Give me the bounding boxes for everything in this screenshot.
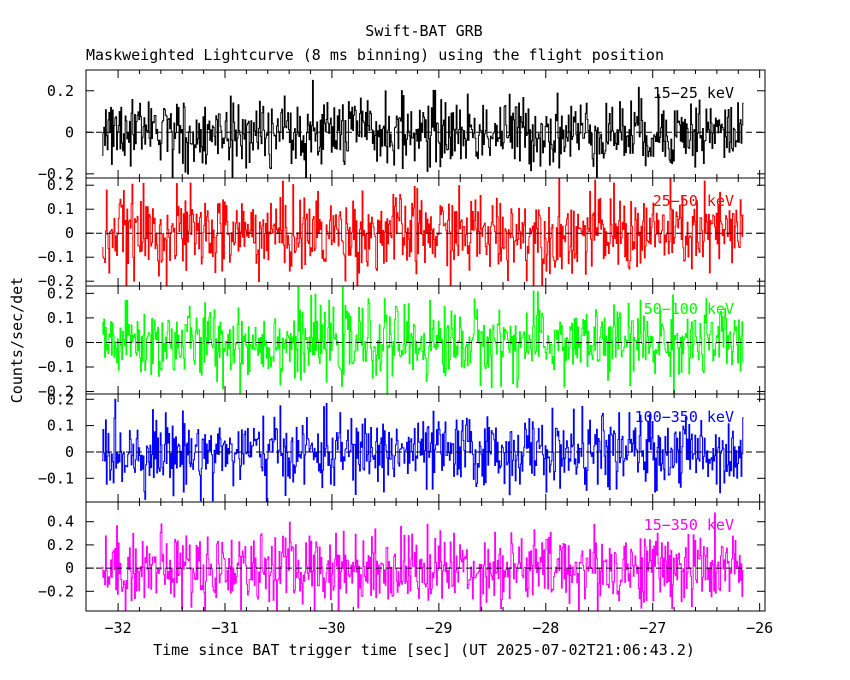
series-legend-1: 15−25 keV bbox=[653, 84, 734, 102]
x-tick-label: −30 bbox=[318, 619, 345, 637]
y-tick-label-3: 0.1 bbox=[47, 309, 74, 327]
series-legend-4: 100−350 keV bbox=[635, 408, 734, 426]
y-tick-label-4: 0.2 bbox=[47, 390, 74, 408]
chart-title: Swift-BAT GRB bbox=[365, 22, 482, 40]
y-tick-label-2: −0.1 bbox=[38, 248, 74, 266]
x-tick-label: −29 bbox=[425, 619, 452, 637]
series-line-1 bbox=[102, 79, 744, 178]
y-tick-label-3: −0.1 bbox=[38, 358, 74, 376]
y-axis-label: Counts/sec/det bbox=[8, 277, 26, 403]
y-tick-label-1: 0 bbox=[65, 123, 74, 141]
x-tick-label: −31 bbox=[211, 619, 238, 637]
y-tick-label-5: 0.4 bbox=[47, 513, 74, 531]
x-tick-labels: −32 −31 −30 −29 −28 −27 −26 bbox=[105, 619, 774, 637]
y-tick-label-5: 0 bbox=[65, 559, 74, 577]
panel-2: −0.2 −0.1 0 0.1 0.2 25−50 keV bbox=[38, 176, 766, 290]
series-legend-2: 25−50 keV bbox=[653, 192, 734, 210]
y-tick-label-1: −0.2 bbox=[38, 165, 74, 183]
series-line-4 bbox=[102, 398, 744, 502]
y-tick-label-2: −0.2 bbox=[38, 272, 74, 290]
panel-4: −0.1 0 0.1 0.2 100−350 keV bbox=[38, 390, 766, 503]
y-tick-label-2: 0.2 bbox=[47, 176, 74, 194]
panel-3: −0.2 −0.1 0 0.1 0.2 50−100 keV bbox=[38, 284, 766, 401]
series-legend-3: 50−100 keV bbox=[644, 300, 734, 318]
y-tick-label-4: 0 bbox=[65, 443, 74, 461]
y-tick-label-3: 0 bbox=[65, 333, 74, 351]
x-tick-label: −27 bbox=[639, 619, 666, 637]
y-tick-label-5: 0.2 bbox=[47, 536, 74, 554]
y-tick-label-4: −0.1 bbox=[38, 469, 74, 487]
panel-1: −0.2 0 0.2 15−25 keV bbox=[38, 69, 766, 183]
panel-frame-5 bbox=[85, 501, 766, 612]
y-tick-label-2: 0 bbox=[65, 224, 74, 242]
series-line-2 bbox=[102, 178, 744, 286]
panel-5: −0.2 0 0.2 0.4 15−350 keV bbox=[38, 501, 766, 612]
y-tick-label-5: −0.2 bbox=[38, 582, 74, 600]
x-tick-label: −28 bbox=[532, 619, 559, 637]
y-tick-label-4: 0.1 bbox=[47, 417, 74, 435]
panels-group: −0.2 0 0.2 15−25 keV −0.2 −0.1 0 0.1 0.2 25−50 ke… bbox=[38, 69, 766, 612]
x-tick-label: −32 bbox=[105, 619, 132, 637]
y-tick-label-1: 0.2 bbox=[47, 82, 74, 100]
y-tick-label-2: 0.1 bbox=[47, 200, 74, 218]
x-tick-label: −26 bbox=[746, 619, 773, 637]
y-tick-label-3: −0.2 bbox=[38, 383, 74, 401]
x-axis-label: Time since BAT trigger time [sec] (UT 20… bbox=[153, 641, 695, 659]
y-tick-label-3: 0.2 bbox=[47, 284, 74, 302]
series-legend-5: 15−350 keV bbox=[644, 516, 734, 534]
chart-subtitle: Maskweighted Lightcurve (8 ms binning) u… bbox=[86, 46, 664, 64]
